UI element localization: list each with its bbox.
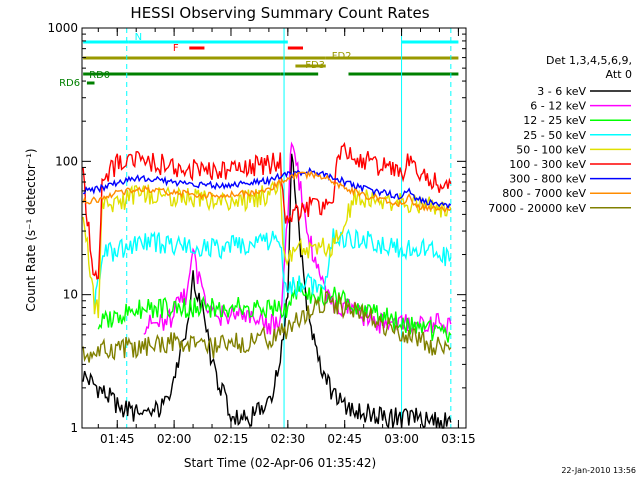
flag-label-fd3: FD3 [305,60,325,71]
series-line-6-12-kev [143,141,452,337]
x-tick-label: 01:45 [100,432,135,446]
series-line-7000-20000-kev [82,290,452,363]
flag-label-f: F [173,43,179,54]
flag-label-fd2: FD2 [332,51,352,62]
y-tick-label: 10 [63,288,78,302]
legend-entry-label: 12 - 25 keV [523,114,586,127]
x-tick-label: 03:00 [384,432,419,446]
legend-subtitle: Att 0 [606,68,632,81]
series-line-50-100-kev [82,180,452,319]
y-tick-label: 1000 [47,21,78,35]
x-tick-label: 02:30 [271,432,306,446]
series-line-25-50-kev [93,228,452,314]
series-line-300-800-kev [83,166,452,210]
plot-frame [81,27,467,429]
y-tick-label: 100 [55,154,78,168]
flag-label-rd0: RD0 [89,70,110,81]
x-axis-label: Start Time (02-Apr-06 01:35:42) [184,456,376,470]
timestamp: 22-Jan-2010 13:56 [561,466,636,475]
y-tick-label: 1 [70,421,78,435]
legend-entry-label: 300 - 800 keV [509,173,586,186]
legend-entry-label: 7000 - 20000 keV [488,202,586,215]
flag-label-rd6: RD6 [59,78,80,89]
legend-entry-label: 100 - 300 keV [509,158,586,171]
legend-entry-label: 25 - 50 keV [523,129,586,142]
legend: Det 1,3,4,5,6,9, Att 0 3 - 6 keV 6 - 12 k… [488,54,632,215]
x-tick-label: 03:15 [441,432,476,446]
series-line-800-7000-kev [82,170,452,214]
legend-title: Det 1,3,4,5,6,9, [546,54,632,67]
flag-label-n: N [135,32,142,43]
series-line-100-300-kev [82,141,452,280]
legend-entry-label: 6 - 12 keV [530,100,586,113]
legend-entry-label: 50 - 100 keV [516,143,586,156]
series-line-12-25-kev [97,281,452,343]
legend-entry-label: 3 - 6 keV [537,85,586,98]
x-tick-label: 02:45 [327,432,362,446]
series-line-3-6-kev [82,153,452,429]
chart-title: HESSI Observing Summary Count Rates [130,4,429,22]
x-tick-label: 02:00 [157,432,192,446]
y-axis-label: Count Rate (s⁻¹ detector⁻¹) [24,148,38,311]
x-tick-label: 02:15 [214,432,249,446]
legend-entry-label: 800 - 7000 keV [502,187,586,200]
